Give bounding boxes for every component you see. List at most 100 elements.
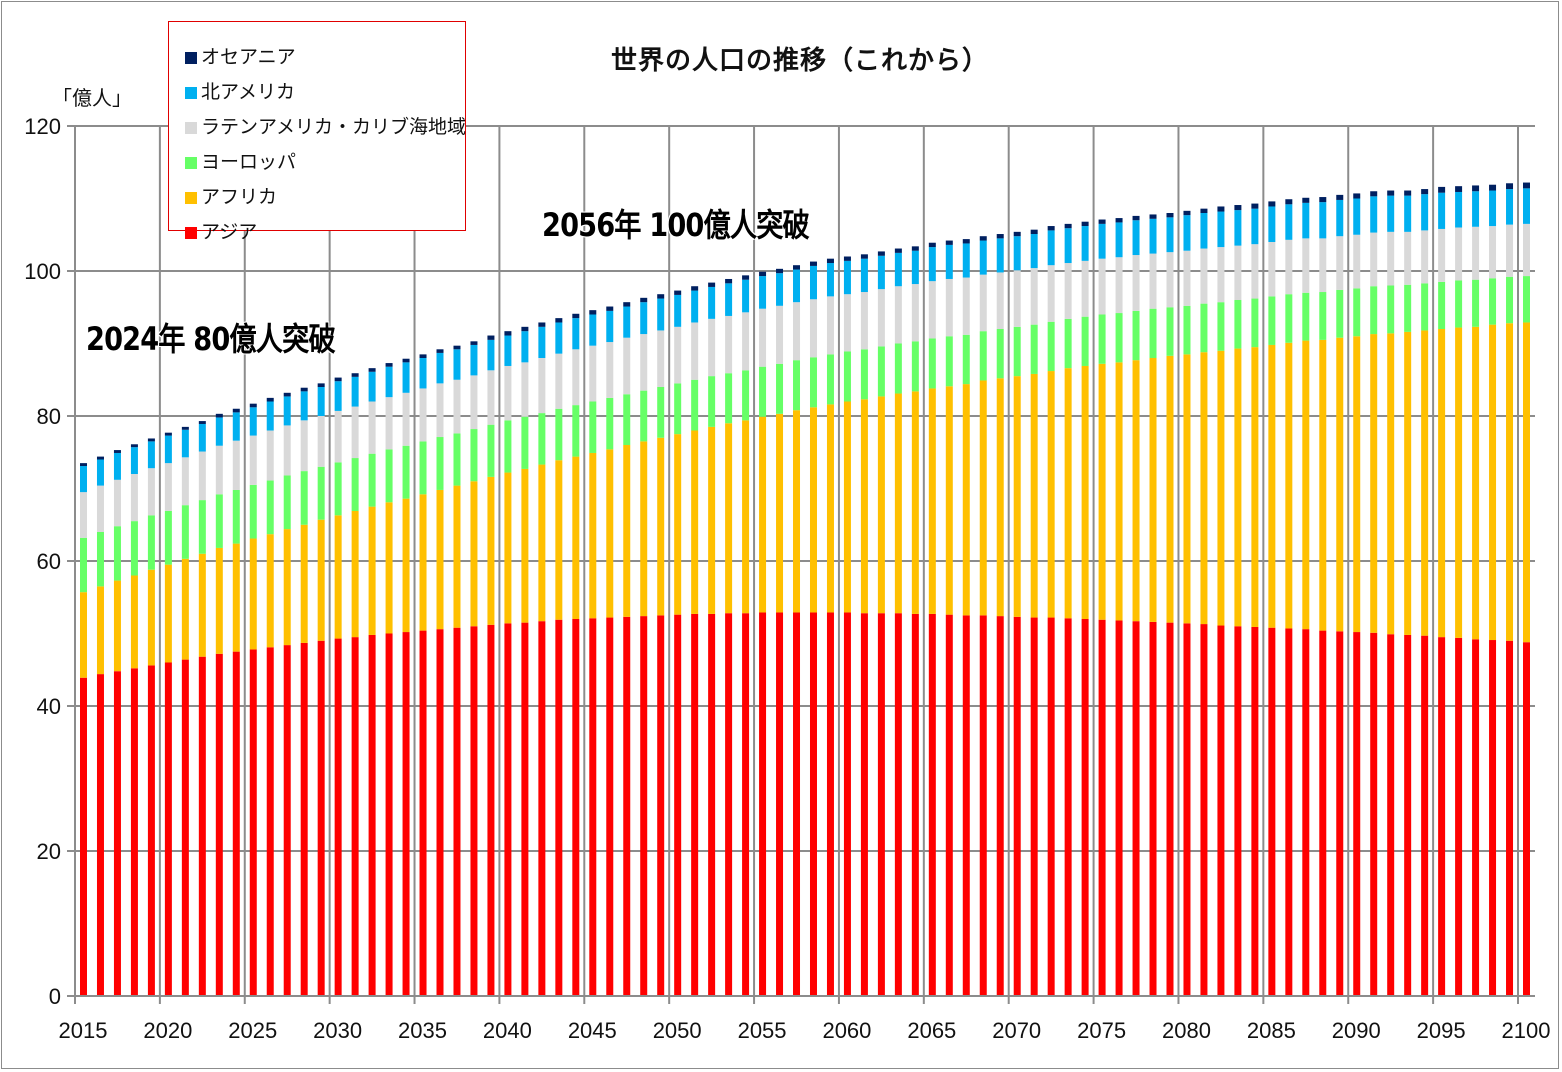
chart-title: 世界の人口の推移（これから） (610, 46, 989, 76)
bar-segment (708, 318, 716, 377)
annotation-80-billion: 2024年 80億人突破 (86, 320, 336, 358)
bar-segment (759, 308, 767, 367)
bars (80, 182, 1530, 996)
bar-segment (742, 370, 750, 421)
bar-segment (113, 452, 121, 480)
bar-segment (623, 616, 631, 996)
bar-segment (1387, 634, 1395, 996)
bar-segment (809, 299, 817, 358)
bar-segment (453, 433, 461, 486)
bar-segment (368, 634, 376, 996)
bar-segment (606, 449, 614, 618)
bar-group-2080 (1183, 210, 1191, 996)
bar-segment (453, 349, 461, 380)
bar-segment (1455, 186, 1463, 192)
bar-segment (368, 453, 376, 507)
bar-segment (80, 592, 87, 678)
bar-segment (1149, 214, 1157, 219)
bar-segment (538, 413, 546, 465)
bar-group-2024 (232, 408, 240, 996)
legend-swatch-oceania (185, 52, 197, 64)
bar-segment (1421, 189, 1429, 195)
legend-item-asia[interactable]: アジア (185, 217, 257, 243)
bar-segment (1404, 634, 1412, 996)
bar-segment (419, 494, 427, 631)
bar-segment (1455, 191, 1463, 228)
bar-group-2038 (470, 341, 478, 996)
bar-segment (521, 362, 529, 417)
bar-group-2030 (334, 377, 342, 996)
bar-segment (589, 618, 597, 996)
bar-segment (436, 352, 444, 384)
bar-segment (419, 354, 427, 358)
bar-segment (538, 464, 546, 622)
bar-segment (164, 564, 172, 663)
legend-item-oceania[interactable]: オセアニア (185, 42, 296, 68)
legend-label: アフリカ (201, 185, 278, 208)
bar-segment (1166, 355, 1174, 623)
bar-segment (979, 240, 987, 275)
bar-segment (283, 392, 291, 397)
legend-item-north-america[interactable]: 北アメリカ (185, 77, 295, 103)
legend-item-europe[interactable]: ヨーロッパ (185, 147, 296, 173)
bar-segment (945, 336, 953, 387)
bar-segment (317, 519, 325, 641)
bar-segment (1319, 339, 1327, 631)
bar-segment (147, 515, 155, 570)
bar-segment (181, 659, 189, 996)
bar-segment (385, 397, 393, 450)
bar-segment (996, 272, 1004, 329)
bar-segment (606, 617, 614, 996)
bar-segment (1081, 221, 1089, 227)
bar-segment (691, 290, 699, 323)
bar-segment (877, 396, 885, 614)
bar-segment (996, 378, 1004, 617)
bar-segment (928, 613, 936, 996)
bar-segment (979, 274, 987, 332)
bar-segment (113, 450, 121, 453)
bar-segment (1336, 199, 1344, 237)
bar-segment (725, 373, 733, 424)
bar-segment (181, 558, 189, 660)
bar-segment (351, 373, 359, 377)
bar-group-2052 (708, 282, 716, 996)
bar-segment (385, 366, 393, 398)
legend-item-africa[interactable]: アフリカ (185, 182, 277, 208)
bar-segment (657, 294, 665, 299)
bar-group-2067 (962, 239, 970, 996)
bar-segment (1251, 203, 1259, 209)
bar-segment (351, 637, 359, 996)
bar-group-2068 (979, 236, 987, 996)
bar-segment (249, 403, 257, 408)
bar-segment (198, 423, 206, 452)
bar-segment (759, 416, 767, 613)
bar-segment (860, 254, 868, 259)
bar-segment (1030, 268, 1038, 325)
bar-segment (1302, 238, 1310, 293)
bar-segment (1336, 236, 1344, 290)
bar-segment (1081, 226, 1089, 261)
legend-item-latin-america[interactable]: ラテンアメリカ・カリブ海地域 (185, 112, 466, 138)
bar-group-2084 (1251, 203, 1259, 996)
bar-segment (1030, 229, 1038, 235)
bar-group-2061 (860, 254, 868, 996)
bar-segment (1387, 190, 1395, 196)
bar-segment (826, 612, 834, 996)
x-tick-label: 2020 (143, 1018, 192, 1043)
bar-segment (1455, 280, 1463, 328)
bar-segment (232, 412, 240, 441)
bar-segment (1217, 350, 1225, 626)
bar-group-2048 (640, 297, 648, 996)
bar-segment (725, 283, 733, 316)
bar-segment (1166, 217, 1174, 253)
bar-segment (1472, 326, 1480, 640)
bar-segment (130, 444, 138, 448)
bar-segment (181, 505, 189, 559)
bar-segment (877, 255, 885, 290)
bar-segment (232, 440, 240, 490)
bar-segment (334, 377, 342, 382)
bar-segment (1200, 303, 1208, 353)
bar-segment (1013, 231, 1021, 237)
bar-segment (555, 318, 563, 323)
